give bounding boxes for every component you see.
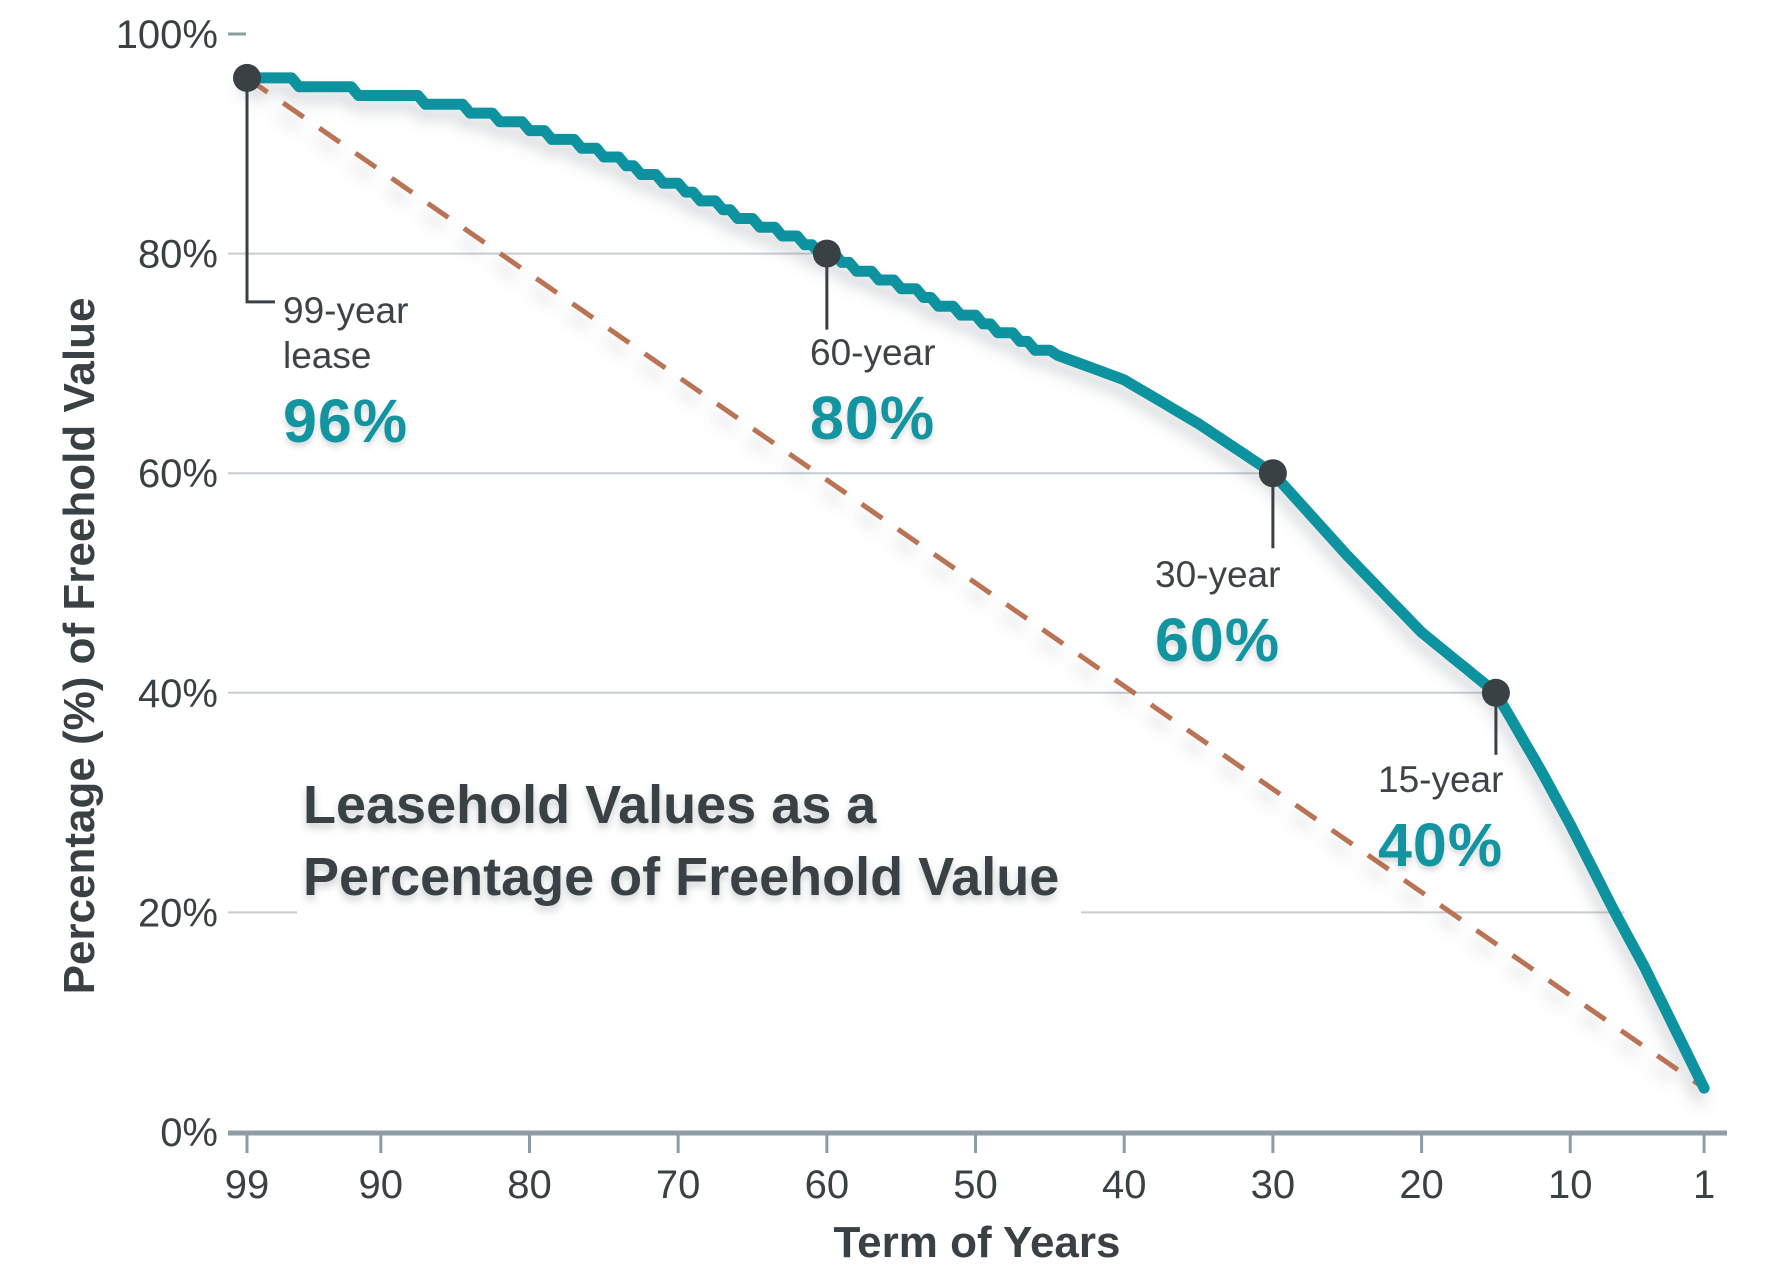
marked-point-60	[812, 239, 841, 268]
y-tick-label-80: 80%	[138, 233, 218, 277]
y-tick-label-40: 40%	[138, 672, 218, 716]
callout-stem-99	[245, 83, 275, 304]
chart-title-line1: Leasehold Values as a	[303, 775, 877, 835]
annotation-value: 60%	[1155, 606, 1281, 674]
x-tick-label-20: 20	[1399, 1163, 1444, 1207]
x-tick-label-90: 90	[359, 1163, 404, 1207]
leasehold-curve	[241, 72, 1710, 1094]
marked-point-30	[1258, 459, 1287, 488]
y-tick-label-20: 20%	[138, 891, 218, 935]
chart-title-line2: Percentage of Freehold Value	[303, 847, 1060, 907]
y-axis-title: Percentage (%) of Freehold Value	[55, 297, 104, 995]
x-tick-label-60: 60	[805, 1163, 850, 1207]
annotation-15-year: 15-year 40%	[1378, 757, 1503, 876]
annotation-value: 80%	[810, 384, 936, 452]
x-tick-label-70: 70	[656, 1163, 701, 1207]
x-axis-title: Term of Years	[833, 1218, 1121, 1267]
x-tick-label-99: 99	[225, 1163, 270, 1207]
annotation-30-year: 30-year 60%	[1155, 552, 1280, 671]
annotation-value: 40%	[1378, 811, 1504, 879]
tick-labels: 100% 80% 60% 40% 20% 0%99 90 80 70 60 50 40 30 20 10 1	[116, 13, 1716, 1207]
annotation-term-label: 99-year	[283, 290, 409, 331]
x-tick-label-1: 1	[1693, 1163, 1715, 1207]
y-tick-label-60: 60%	[138, 452, 218, 496]
y-tick-label-100: 100%	[116, 13, 218, 57]
annotation-term-label: 60-year	[810, 332, 936, 373]
annotation-term-label: 30-year	[1155, 554, 1281, 595]
x-tick-label-40: 40	[1102, 1163, 1147, 1207]
x-tick-label-50: 50	[953, 1163, 998, 1207]
annotation-term-label: 15-year	[1378, 759, 1504, 800]
chart-title: Leasehold Values as a Percentage of Free…	[297, 763, 1082, 925]
annotation-60-year: 60-year 80%	[810, 330, 935, 449]
marked-point-99	[233, 63, 261, 92]
y-tick-label-0: 0%	[160, 1111, 218, 1155]
data-lines	[241, 72, 1710, 1094]
marked-point-15	[1481, 678, 1510, 707]
straight-line-reference	[245, 75, 1706, 1091]
x-tick-label-30: 30	[1251, 1163, 1296, 1207]
annotation-value: 96%	[283, 387, 409, 455]
marked-points	[233, 63, 1510, 755]
x-tick-label-10: 10	[1548, 1163, 1593, 1207]
annotation-term-label: lease	[283, 335, 372, 376]
x-tick-label-80: 80	[507, 1163, 552, 1207]
x-axis	[228, 1130, 1727, 1153]
annotation-99-year: 99-year lease 96%	[283, 288, 408, 452]
